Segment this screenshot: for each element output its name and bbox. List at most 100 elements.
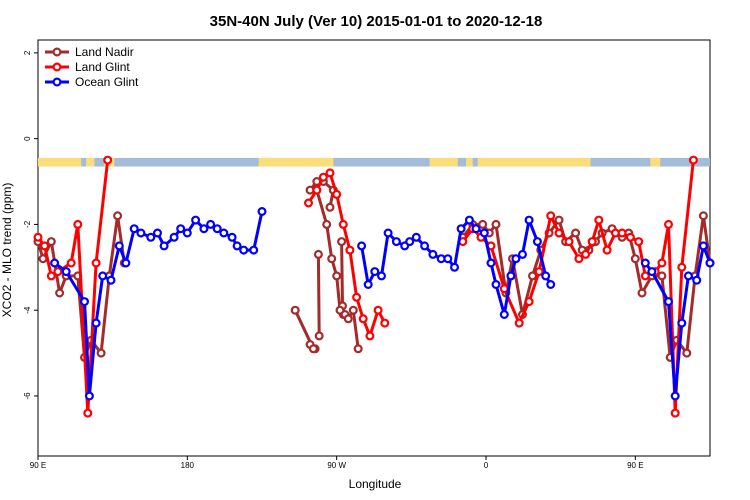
series-0-point-8-27 [682,348,692,358]
series-1-point-1-9 [365,331,375,341]
y-tick-label-3: -4 [23,306,32,314]
coverage-band-land-1 [86,157,95,167]
series-1-point-0-5 [73,219,83,229]
coverage-band [38,157,710,167]
series-1-point-2-26 [688,155,698,165]
series-2-point-1-25 [532,237,542,247]
series-1-point-0-6 [83,408,93,418]
coverage-band-land-5 [466,157,473,167]
legend-marker-2 [52,77,62,87]
x-tick-label-2: 90 W [327,461,346,470]
series-1-point-2-17 [617,228,627,238]
coverage-band-land-7 [650,157,661,167]
series-2-point-0-15 [176,224,186,234]
series-0-point-8-29 [698,211,708,221]
series-0-point-0-2 [46,237,56,247]
coverage-band-land-0 [38,157,82,167]
series-1-point-1-4 [332,189,342,199]
series-1-point-2-10 [564,237,574,247]
series-1-point-2-4 [499,284,509,294]
series-2-point-1-19 [491,280,501,290]
series-1-point-2-20 [640,271,650,281]
series-2-point-0-11 [146,232,156,242]
plot-frame [37,39,711,457]
series-1-point-0-7 [91,258,101,268]
series-1-point-2-14 [594,215,604,225]
series-2-point-1-7 [405,237,415,247]
series-2-point-1-9 [420,241,430,251]
series-1-line-0 [36,159,110,415]
series-1-point-1-0 [304,198,314,208]
series-1-point-0-8 [103,155,113,165]
series-2-point-1-3 [377,271,387,281]
series-2-point-2-2 [663,297,673,307]
series-2-point-0-21 [219,228,229,238]
series-2-point-0-4 [91,318,101,328]
series-2-point-0-16 [182,228,192,238]
series-2-point-1-14 [456,224,466,234]
series-2-point-0-18 [199,224,209,234]
series-1-point-2-22 [657,258,667,268]
series-2-point-0-22 [227,232,237,242]
series-2-point-0-23 [232,241,242,251]
x-tick-label-3: 0 [484,461,489,470]
series-1-point-1-3 [325,168,335,178]
series-layer [33,155,715,418]
series-2-point-1-20 [499,310,509,320]
series-2-point-0-0 [50,258,60,268]
series-1-point-1-1 [312,185,322,195]
coverage-band-land-4 [429,157,458,167]
series-1-point-2-19 [634,237,644,247]
series-2-point-1-24 [524,215,534,225]
y-tick-label-4: -6 [23,392,32,400]
series-2-point-1-22 [511,254,521,264]
series-1-point-0-0 [33,232,43,242]
series-2-point-2-6 [692,275,702,285]
series-2-point-1-23 [517,249,527,259]
coverage-band-land-3 [258,157,334,167]
series-1-point-1-10 [373,305,383,315]
series-0-point-3-0 [308,344,318,354]
series-1-point-2-13 [587,237,597,247]
series-2-point-1-2 [370,267,380,277]
series-2-point-0-7 [114,241,124,251]
series-0-point-8-8 [527,271,537,281]
series-0-point-8-21 [630,254,640,264]
series-1-point-0-4 [66,258,76,268]
series-1-point-1-7 [352,292,362,302]
series-0-line-1 [316,254,321,336]
series-2-point-1-21 [506,271,516,281]
series-2-point-1-16 [471,224,481,234]
series-1-point-2-24 [670,408,680,418]
series-2 [50,207,715,401]
series-2-point-0-20 [212,224,222,234]
series-0-point-7-2 [327,254,337,264]
series-1-point-1-11 [380,318,390,328]
legend-marker-0 [52,47,62,57]
series-1-point-2-15 [602,245,612,255]
series-2-point-2-7 [698,241,708,251]
series-1-point-1-6 [345,245,355,255]
coverage-band-ocean [38,157,710,167]
series-2-point-0-17 [191,215,201,225]
series-0-point-7-1 [322,219,332,229]
y-tick-label-1: 0 [23,136,32,141]
series-2-point-1-17 [479,228,489,238]
series-2-point-0-2 [79,297,89,307]
series-2-point-1-27 [546,280,556,290]
series-1-point-2-5 [514,318,524,328]
series-2-point-0-14 [169,232,179,242]
series-0-point-7-7 [348,305,358,315]
series-2-point-0-1 [61,267,71,277]
x-tick-label-4: 90 E [627,461,643,470]
series-0-point-8-13 [571,228,581,238]
series-0-point-8-22 [637,288,647,298]
series-0-point-3-1 [290,305,300,315]
y-tick-label-2: -2 [23,220,32,228]
series-0-point-1-1 [314,331,324,341]
series-1-point-1-2 [318,172,328,182]
series-1-point-2-8 [546,211,556,221]
series-2-point-0-5 [98,271,108,281]
